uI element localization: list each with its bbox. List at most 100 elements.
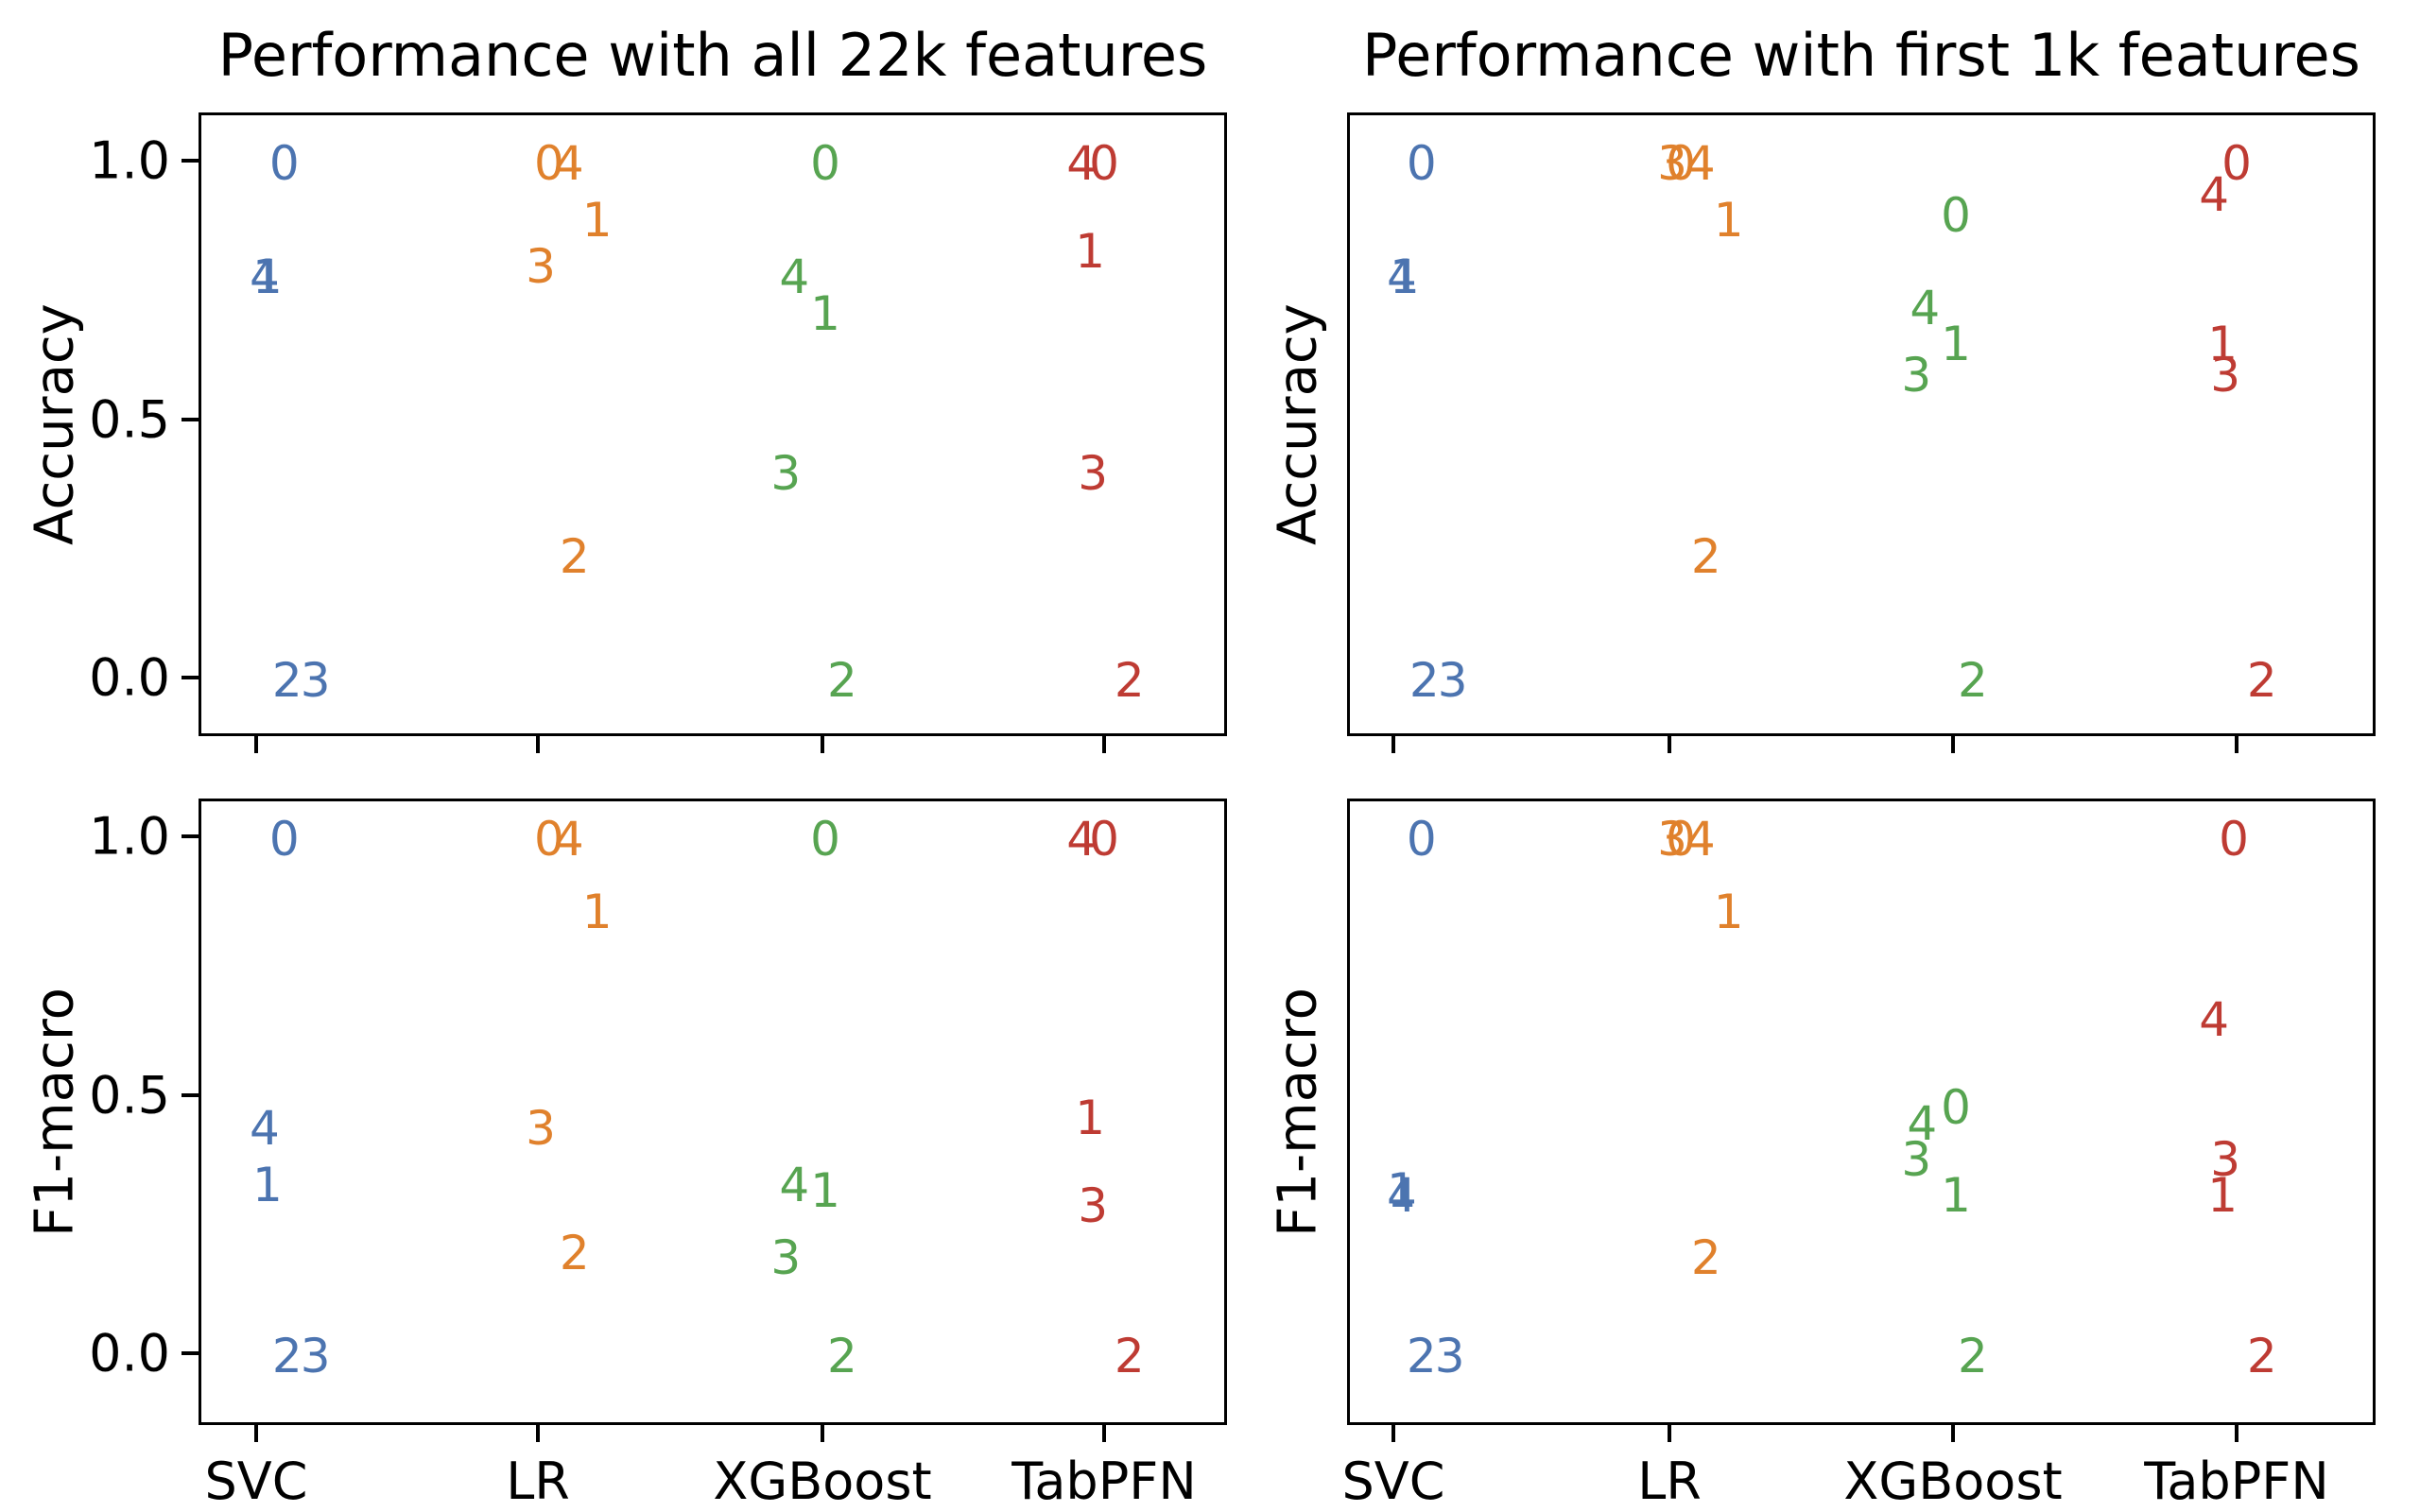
data-point-marker-tabpfn-class2: 2 [2246, 1329, 2277, 1383]
data-point-marker-tabpfn-class1: 1 [2207, 317, 2238, 372]
data-point-marker-xgboost-class0: 0 [1941, 187, 1971, 243]
x-tick-mark [1392, 736, 1395, 753]
data-point-marker-xgboost-class2: 2 [1957, 653, 1988, 708]
data-point-marker-tabpfn-class3: 3 [1078, 446, 1108, 502]
data-point-marker-svc-class3: 3 [300, 1329, 331, 1383]
data-point-marker-svc-class1: 1 [1387, 1162, 1417, 1218]
x-tick-mark [1668, 1425, 1671, 1442]
data-point-marker-lr-class1: 1 [581, 193, 613, 249]
data-point-marker-xgboost-class1: 1 [1941, 1168, 1971, 1224]
y-tick-mark [182, 417, 199, 421]
data-point-marker-lr-class1: 1 [1713, 193, 1744, 249]
y-tick-label-0.0: 0.0 [89, 647, 170, 708]
y-axis-label-f1-left: F1-macro [24, 988, 86, 1237]
data-point-marker-lr-class4: 4 [553, 136, 584, 191]
data-point-marker-lr-class1: 1 [1713, 884, 1744, 939]
data-point-marker-svc-class0: 0 [268, 812, 300, 867]
data-point-marker-lr-class4: 4 [553, 812, 584, 867]
data-point-marker-svc-class2: 2 [271, 1329, 302, 1383]
data-point-marker-lr-class1: 1 [581, 884, 613, 939]
data-point-marker-svc-class4: 4 [250, 249, 280, 305]
data-point-marker-tabpfn-class3: 3 [1078, 1178, 1108, 1234]
data-point-marker-xgboost-class3: 3 [1901, 1132, 1932, 1188]
data-point-marker-xgboost-class0: 0 [810, 136, 840, 191]
data-point-marker-svc-class3: 3 [300, 653, 331, 708]
x-tick-mark [1392, 1425, 1395, 1442]
x-tick-label-tabpfn: TabPFN [2144, 1452, 2329, 1511]
subplot-title-all-22k: Performance with all 22k features [217, 21, 1208, 90]
x-tick-label-xgboost: XGBoost [1843, 1452, 2063, 1511]
data-point-marker-xgboost-class2: 2 [826, 653, 857, 708]
y-axis-label-accuracy-left: Accuracy [24, 303, 86, 545]
data-point-marker-tabpfn-class0: 0 [1089, 136, 1119, 191]
y-tick-label-0.5: 0.5 [89, 389, 170, 449]
data-point-marker-tabpfn-class1: 1 [2207, 1168, 2238, 1224]
data-point-marker-xgboost-class3: 3 [1901, 348, 1932, 404]
y-tick-mark [182, 834, 199, 838]
subplot-title-first-1k: Performance with first 1k features [1362, 21, 2360, 90]
data-point-marker-lr-class4: 4 [1685, 136, 1716, 191]
data-point-marker-tabpfn-class3: 3 [2210, 1132, 2240, 1188]
x-tick-mark [254, 1425, 258, 1442]
data-point-marker-svc-class0: 0 [1406, 136, 1437, 191]
x-tick-label-xgboost: XGBoost [713, 1452, 932, 1511]
data-point-marker-xgboost-class3: 3 [770, 446, 802, 502]
data-point-marker-tabpfn-class4: 4 [2199, 992, 2230, 1048]
data-point-marker-xgboost-class4: 4 [779, 1158, 810, 1213]
data-point-marker-lr-class0: 0 [1666, 136, 1696, 191]
data-point-marker-svc-class4: 4 [250, 1101, 280, 1157]
data-point-marker-tabpfn-class0: 0 [2221, 136, 2252, 191]
y-axis-label-accuracy-right: Accuracy [1267, 303, 1329, 545]
data-point-marker-svc-class1: 1 [1390, 249, 1420, 305]
data-point-marker-svc-class4: 4 [1387, 249, 1417, 305]
x-tick-mark [2235, 1425, 2238, 1442]
y-tick-mark [182, 1092, 199, 1097]
x-tick-label-lr: LR [1637, 1452, 1702, 1511]
x-tick-mark [821, 736, 824, 753]
data-point-marker-tabpfn-class2: 2 [1114, 653, 1145, 708]
data-point-marker-svc-class3: 3 [1437, 653, 1468, 708]
x-tick-mark [1102, 1425, 1106, 1442]
data-point-marker-lr-class3: 3 [1657, 812, 1687, 867]
data-point-marker-svc-class0: 0 [268, 136, 300, 191]
x-tick-label-lr: LR [506, 1452, 570, 1511]
data-point-marker-xgboost-class0: 0 [810, 812, 840, 867]
x-tick-label-svc: SVC [204, 1452, 308, 1511]
data-point-marker-svc-class0: 0 [1406, 812, 1437, 867]
data-point-marker-tabpfn-class1: 1 [1075, 1091, 1106, 1146]
data-point-marker-xgboost-class2: 2 [826, 1329, 857, 1383]
data-point-marker-svc-class4: 4 [1387, 1168, 1417, 1224]
y-tick-mark [182, 1351, 199, 1355]
data-point-marker-tabpfn-class4: 4 [2199, 166, 2230, 222]
data-point-marker-lr-class3: 3 [526, 239, 556, 295]
y-tick-label-1.0: 1.0 [89, 130, 170, 191]
data-point-marker-tabpfn-class0: 0 [1089, 812, 1119, 867]
data-point-marker-xgboost-class2: 2 [1957, 1329, 1988, 1383]
y-axis-label-f1-right: F1-macro [1267, 988, 1329, 1237]
x-tick-mark [1951, 736, 1955, 753]
data-point-marker-svc-class2: 2 [271, 653, 302, 708]
data-point-marker-lr-class0: 0 [534, 812, 564, 867]
data-point-marker-tabpfn-class1: 1 [1075, 223, 1106, 279]
x-tick-mark [821, 1425, 824, 1442]
y-tick-label-0.5: 0.5 [89, 1065, 170, 1125]
data-point-marker-svc-class1: 1 [252, 1158, 283, 1213]
data-point-marker-xgboost-class0: 0 [1941, 1080, 1971, 1136]
data-point-marker-svc-class2: 2 [1406, 1329, 1437, 1383]
data-point-marker-xgboost-class4: 4 [1907, 1095, 1938, 1151]
x-tick-label-tabpfn: TabPFN [1011, 1452, 1197, 1511]
x-tick-mark [1668, 736, 1671, 753]
y-tick-mark [182, 159, 199, 163]
x-tick-mark [536, 736, 540, 753]
data-point-marker-lr-class2: 2 [1690, 1230, 1721, 1286]
data-point-marker-svc-class2: 2 [1409, 653, 1440, 708]
data-point-marker-svc-class3: 3 [1434, 1329, 1465, 1383]
data-point-marker-lr-class2: 2 [1690, 528, 1721, 584]
x-tick-mark [1102, 736, 1106, 753]
data-point-marker-xgboost-class4: 4 [1910, 281, 1941, 336]
y-tick-mark [182, 676, 199, 679]
